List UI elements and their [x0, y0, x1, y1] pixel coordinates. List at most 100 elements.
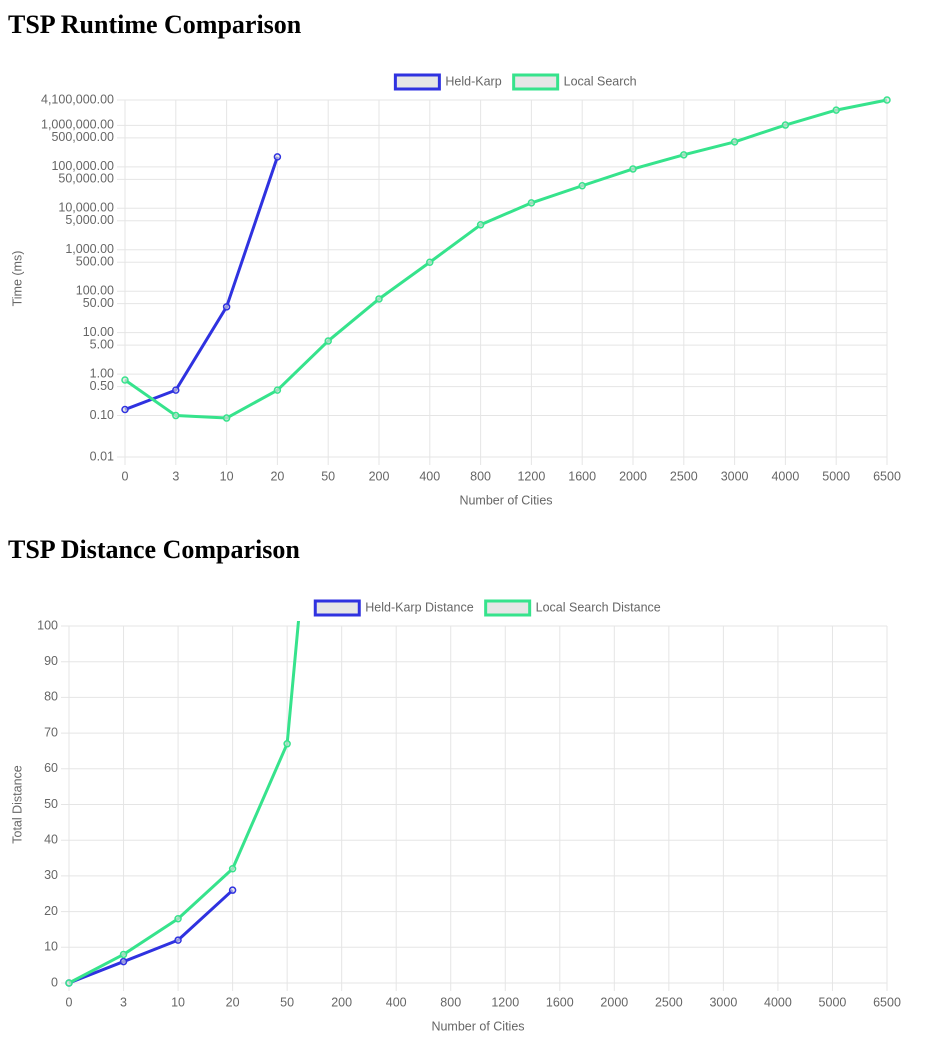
x-tick-label: 3	[120, 995, 127, 1009]
data-point	[121, 376, 129, 384]
y-tick-label: 70	[44, 725, 58, 739]
legend-label: Held-Karp	[445, 74, 501, 88]
data-point	[222, 414, 231, 422]
y-tick-label: 100.00	[76, 283, 114, 297]
x-axis-title: Number of Cities	[459, 493, 552, 507]
x-tick-label: 200	[369, 469, 390, 483]
x-tick-label: 0	[66, 995, 73, 1009]
series-line	[124, 156, 279, 411]
y-tick-label: 80	[44, 690, 58, 704]
y-tick-label: 1,000,000.00	[41, 118, 114, 132]
y-tick-label: 90	[44, 654, 58, 668]
x-tick-label: 2000	[600, 995, 628, 1009]
y-tick-label: 500.00	[76, 255, 114, 269]
legend-swatch	[313, 599, 361, 617]
x-tick-label: 6500	[873, 995, 901, 1009]
y-tick-label: 50	[44, 797, 58, 811]
x-tick-label: 400	[386, 995, 407, 1009]
x-tick-label: 50	[280, 995, 294, 1009]
x-tick-label: 3000	[709, 995, 737, 1009]
y-tick-label: 10	[44, 940, 58, 954]
y-tick-label: 0	[51, 975, 58, 989]
y-tick-label: 1,000.00	[65, 242, 114, 256]
x-tick-label: 20	[270, 469, 284, 483]
x-tick-label: 0	[122, 469, 129, 483]
data-point	[578, 181, 586, 190]
y-tick-label: 30	[44, 868, 58, 882]
data-point	[119, 957, 128, 966]
data-point	[832, 106, 840, 114]
y-tick-label: 5,000.00	[65, 213, 114, 227]
x-tick-label: 200	[331, 995, 352, 1009]
data-point	[781, 121, 790, 129]
y-tick-label: 0.50	[90, 379, 114, 393]
data-point	[121, 405, 129, 414]
chart-title: TSP Distance Comparison	[8, 535, 300, 564]
y-tick-label: 10,000.00	[58, 201, 114, 215]
data-point	[476, 221, 485, 229]
data-point	[273, 386, 282, 394]
x-tick-label: 5000	[819, 995, 847, 1009]
x-tick-label: 1600	[546, 995, 574, 1009]
y-tick-label: 50,000.00	[58, 172, 114, 186]
plot	[65, 152, 345, 987]
legend-item: Local Search	[512, 73, 637, 91]
y-tick-label: 1.00	[90, 366, 114, 380]
y-tick-label: 0.10	[90, 408, 114, 422]
y-tick-label: 4,100,000.00	[41, 92, 114, 106]
data-point	[375, 295, 383, 303]
x-axis-title: Number of Cities	[431, 1019, 524, 1033]
y-axis-title: Time (ms)	[10, 251, 24, 307]
x-tick-label: 6500	[873, 469, 901, 483]
legend-label: Local Search	[564, 74, 637, 88]
series-line	[68, 621, 301, 985]
x-tick-label: 1200	[491, 995, 519, 1009]
x-tick-label: 1600	[568, 469, 596, 483]
chart-title: TSP Runtime Comparison	[8, 10, 302, 39]
data-point	[174, 914, 182, 923]
x-tick-label: 400	[419, 469, 440, 483]
legend-swatch	[512, 73, 560, 91]
legend-label: Local Search Distance	[536, 600, 661, 614]
data-point	[273, 153, 282, 161]
series-line	[68, 889, 234, 985]
data-point	[228, 865, 237, 873]
x-tick-label: 5000	[822, 469, 850, 483]
legend-item: Local Search Distance	[484, 599, 661, 617]
y-tick-label: 5.00	[90, 337, 114, 351]
data-point	[222, 303, 231, 311]
x-tick-label: 2000	[619, 469, 647, 483]
y-tick-label: 100	[37, 618, 58, 632]
x-tick-label: 4000	[771, 469, 799, 483]
legend-swatch	[484, 599, 532, 617]
x-tick-label: 3	[172, 469, 179, 483]
x-tick-label: 1200	[517, 469, 545, 483]
data-point	[339, 152, 345, 158]
data-point	[527, 199, 536, 207]
x-tick-label: 2500	[655, 995, 683, 1009]
x-tick-label: 50	[321, 469, 335, 483]
y-tick-label: 10.00	[83, 325, 114, 339]
y-tick-label: 50.00	[83, 296, 114, 310]
data-point	[228, 886, 237, 894]
y-tick-label: 20	[44, 904, 58, 918]
legend-item: Held-Karp	[393, 73, 502, 91]
x-tick-label: 800	[440, 995, 461, 1009]
data-point	[629, 165, 637, 173]
x-tick-label: 800	[470, 469, 491, 483]
data-point	[172, 411, 180, 420]
data-point	[883, 96, 891, 104]
data-point	[119, 950, 128, 959]
data-point	[680, 151, 688, 159]
y-axis-title: Total Distance	[10, 765, 24, 844]
data-point	[65, 979, 73, 987]
x-tick-label: 20	[226, 995, 240, 1009]
legend-label: Held-Karp Distance	[365, 600, 473, 614]
x-tick-label: 2500	[670, 469, 698, 483]
y-tick-label: 0.01	[90, 449, 114, 463]
series-line	[124, 98, 888, 420]
plot	[121, 96, 891, 422]
data-point	[730, 138, 739, 146]
